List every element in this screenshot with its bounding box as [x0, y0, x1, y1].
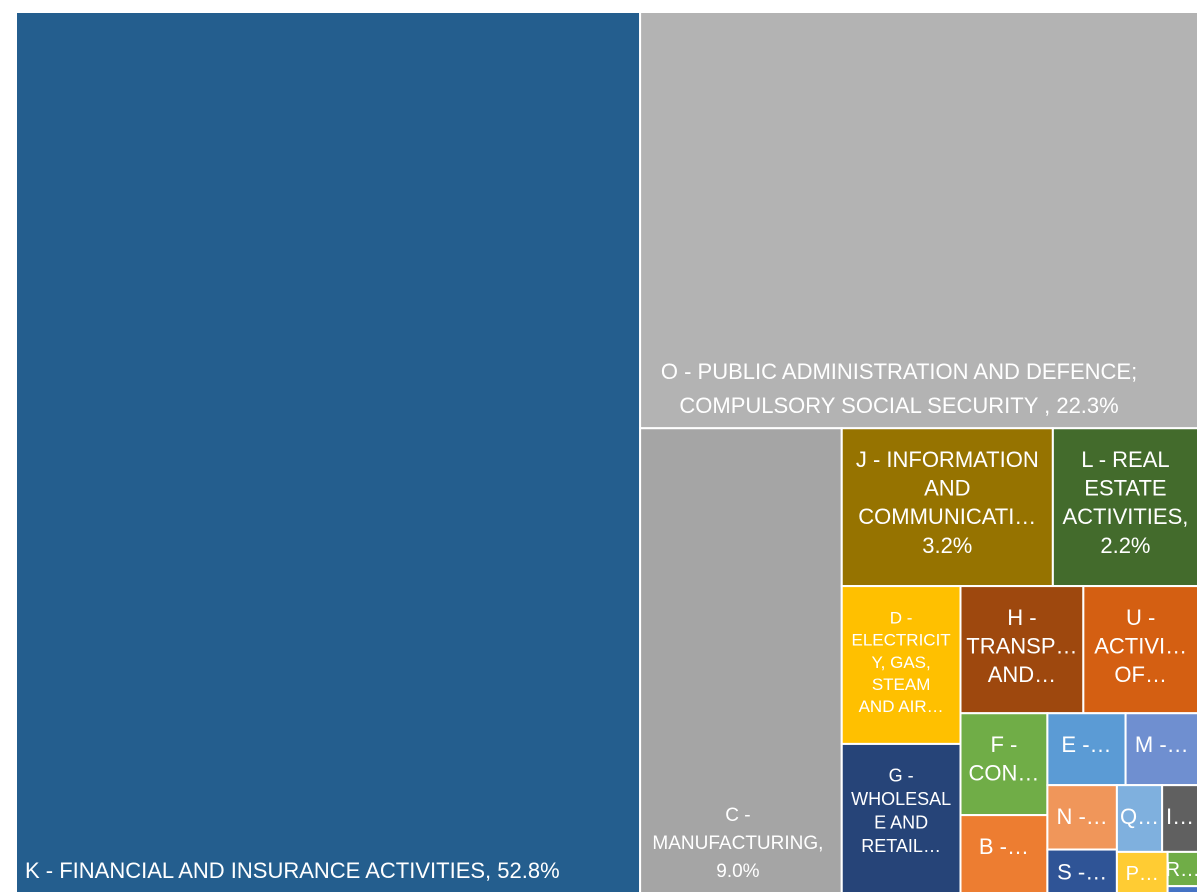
tile-label: ESTATE: [1084, 476, 1166, 501]
tile-label: MANUFACTURING,: [652, 833, 823, 854]
tile-label: COMPULSORY SOCIAL SECURITY , 22.3%: [679, 393, 1118, 418]
tile-label: S -…: [1057, 859, 1107, 884]
tile-label: I…: [1166, 804, 1194, 829]
tile-label: WHOLESAL: [851, 789, 951, 809]
tile-label: H -: [1007, 605, 1036, 630]
tile-label: ACTIVI…: [1094, 633, 1187, 658]
treemap-tile: [1124, 712, 1199, 787]
tile-label: C -: [725, 805, 750, 826]
tile-label: STEAM: [872, 675, 931, 694]
tile-label: D -: [890, 609, 913, 628]
treemap-tile: [1046, 848, 1118, 894]
treemap-tile: [959, 712, 1049, 817]
treemap-tile: [959, 814, 1049, 894]
treemap-tile: [1161, 784, 1200, 853]
tile-label: COMMUNICATI…: [858, 504, 1036, 529]
tile-label: 9.0%: [716, 861, 759, 882]
tile-label: ELECTRICIT: [852, 631, 951, 650]
tile-label: AND AIR…: [859, 697, 944, 716]
tile-label: N -…: [1056, 804, 1107, 829]
treemap-tile: [639, 11, 1199, 430]
tile-label: B -…: [979, 834, 1029, 859]
tile-label: TRANSP…: [966, 633, 1077, 658]
treemap-tile: [1115, 850, 1169, 894]
tile-label: OF…: [1114, 662, 1167, 687]
treemap-tile: [959, 585, 1085, 715]
tile-label: CON…: [968, 761, 1039, 786]
tile-label: AND…: [988, 662, 1056, 687]
tile-label: G -: [889, 766, 914, 786]
tile-label: ACTIVITIES,: [1062, 504, 1188, 529]
tile-label: E AND: [874, 812, 928, 832]
tile-label: M -…: [1135, 732, 1189, 757]
tile-label: P…: [1126, 863, 1159, 885]
treemap-tile: [1046, 784, 1118, 851]
tile-label: E -…: [1061, 732, 1111, 757]
tile-label: R…: [1166, 859, 1200, 881]
tile-label: K - FINANCIAL AND INSURANCE ACTIVITIES, …: [25, 858, 560, 883]
tile-label: F -: [990, 732, 1017, 757]
treemap-tile: [840, 742, 962, 895]
tile-label: 2.2%: [1100, 533, 1150, 558]
tile-label: AND: [924, 476, 970, 501]
treemap-tile: [1115, 784, 1164, 853]
treemap-tile: [840, 427, 1054, 588]
treemap-tile: [1166, 885, 1200, 895]
tile-label: J - INFORMATION: [856, 447, 1039, 472]
treemap-tile: [639, 427, 843, 894]
tile-label: Q…: [1120, 804, 1159, 829]
treemap-tile: [15, 11, 642, 894]
tile-label: 3.2%: [922, 533, 972, 558]
tile-label: L - REAL: [1081, 447, 1169, 472]
tile-label: U -: [1126, 605, 1155, 630]
treemap-tile: [1082, 585, 1200, 715]
tile-label: RETAIL…: [861, 836, 941, 856]
tile-label: O - PUBLIC ADMINISTRATION AND DEFENCE;: [661, 359, 1137, 384]
tile-label: Y, GAS,: [872, 653, 931, 672]
